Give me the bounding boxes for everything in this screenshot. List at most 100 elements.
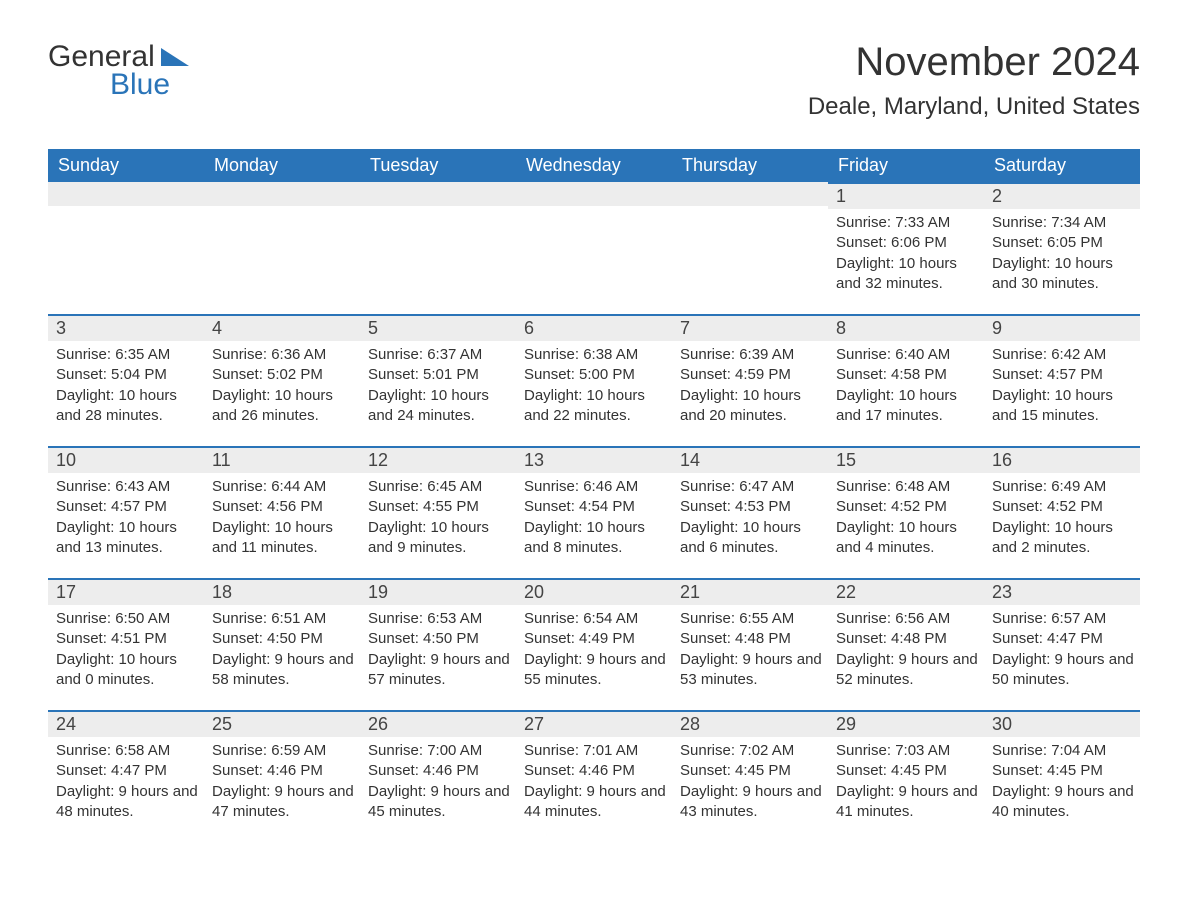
sunrise-line: Sunrise: 6:47 AM xyxy=(680,477,822,497)
daylight-line: Daylight: 10 hours and 22 minutes. xyxy=(524,386,666,427)
sunset-line: Sunset: 4:48 PM xyxy=(680,629,822,649)
day-cell: 20Sunrise: 6:54 AMSunset: 4:49 PMDayligh… xyxy=(516,578,672,710)
day-cell: 1Sunrise: 7:33 AMSunset: 6:06 PMDaylight… xyxy=(828,182,984,314)
sunset-line: Sunset: 4:52 PM xyxy=(836,497,978,517)
sunrise-line: Sunrise: 6:50 AM xyxy=(56,609,198,629)
day-body: Sunrise: 6:51 AMSunset: 4:50 PMDaylight:… xyxy=(204,605,360,690)
sunrise-line: Sunrise: 6:44 AM xyxy=(212,477,354,497)
sunrise-line: Sunrise: 6:45 AM xyxy=(368,477,510,497)
sunrise-line: Sunrise: 7:34 AM xyxy=(992,213,1134,233)
day-number: 27 xyxy=(516,710,672,737)
day-body: Sunrise: 6:50 AMSunset: 4:51 PMDaylight:… xyxy=(48,605,204,690)
location-subtitle: Deale, Maryland, United States xyxy=(808,93,1140,121)
sunset-line: Sunset: 4:50 PM xyxy=(368,629,510,649)
day-cell: 14Sunrise: 6:47 AMSunset: 4:53 PMDayligh… xyxy=(672,446,828,578)
sunrise-line: Sunrise: 7:02 AM xyxy=(680,741,822,761)
daylight-line: Daylight: 10 hours and 11 minutes. xyxy=(212,518,354,559)
header: General Blue November 2024 Deale, Maryla… xyxy=(48,40,1140,121)
weekday-header: Wednesday xyxy=(516,149,672,182)
sunrise-line: Sunrise: 6:58 AM xyxy=(56,741,198,761)
daylight-line: Daylight: 9 hours and 43 minutes. xyxy=(680,782,822,823)
month-title: November 2024 xyxy=(808,40,1140,85)
day-number: 10 xyxy=(48,446,204,473)
day-body: Sunrise: 6:45 AMSunset: 4:55 PMDaylight:… xyxy=(360,473,516,558)
day-number: 5 xyxy=(360,314,516,341)
day-body: Sunrise: 7:03 AMSunset: 4:45 PMDaylight:… xyxy=(828,737,984,822)
daylight-line: Daylight: 10 hours and 26 minutes. xyxy=(212,386,354,427)
daylight-line: Daylight: 10 hours and 24 minutes. xyxy=(368,386,510,427)
daylight-line: Daylight: 10 hours and 17 minutes. xyxy=(836,386,978,427)
sunrise-line: Sunrise: 6:59 AM xyxy=(212,741,354,761)
empty-cell xyxy=(48,182,204,314)
day-body: Sunrise: 6:37 AMSunset: 5:01 PMDaylight:… xyxy=(360,341,516,426)
daylight-line: Daylight: 9 hours and 45 minutes. xyxy=(368,782,510,823)
daylight-line: Daylight: 10 hours and 6 minutes. xyxy=(680,518,822,559)
sunrise-line: Sunrise: 7:01 AM xyxy=(524,741,666,761)
day-cell: 24Sunrise: 6:58 AMSunset: 4:47 PMDayligh… xyxy=(48,710,204,842)
sunset-line: Sunset: 4:57 PM xyxy=(992,365,1134,385)
empty-cell xyxy=(516,182,672,314)
daylight-line: Daylight: 10 hours and 9 minutes. xyxy=(368,518,510,559)
daylight-line: Daylight: 9 hours and 57 minutes. xyxy=(368,650,510,691)
daylight-line: Daylight: 10 hours and 13 minutes. xyxy=(56,518,198,559)
day-cell: 30Sunrise: 7:04 AMSunset: 4:45 PMDayligh… xyxy=(984,710,1140,842)
day-cell: 4Sunrise: 6:36 AMSunset: 5:02 PMDaylight… xyxy=(204,314,360,446)
daylight-line: Daylight: 10 hours and 8 minutes. xyxy=(524,518,666,559)
daylight-line: Daylight: 10 hours and 28 minutes. xyxy=(56,386,198,427)
day-cell: 16Sunrise: 6:49 AMSunset: 4:52 PMDayligh… xyxy=(984,446,1140,578)
empty-cell xyxy=(672,182,828,314)
empty-cell xyxy=(360,182,516,314)
daylight-line: Daylight: 9 hours and 44 minutes. xyxy=(524,782,666,823)
day-body: Sunrise: 6:43 AMSunset: 4:57 PMDaylight:… xyxy=(48,473,204,558)
sunrise-line: Sunrise: 6:51 AM xyxy=(212,609,354,629)
day-cell: 15Sunrise: 6:48 AMSunset: 4:52 PMDayligh… xyxy=(828,446,984,578)
day-body: Sunrise: 7:02 AMSunset: 4:45 PMDaylight:… xyxy=(672,737,828,822)
sunset-line: Sunset: 6:06 PM xyxy=(836,233,978,253)
day-number: 25 xyxy=(204,710,360,737)
sunrise-line: Sunrise: 6:43 AM xyxy=(56,477,198,497)
sunset-line: Sunset: 4:46 PM xyxy=(524,761,666,781)
daylight-line: Daylight: 9 hours and 50 minutes. xyxy=(992,650,1134,691)
title-block: November 2024 Deale, Maryland, United St… xyxy=(808,40,1140,121)
day-body: Sunrise: 6:58 AMSunset: 4:47 PMDaylight:… xyxy=(48,737,204,822)
sunset-line: Sunset: 4:59 PM xyxy=(680,365,822,385)
sunset-line: Sunset: 4:51 PM xyxy=(56,629,198,649)
weekday-header: Sunday xyxy=(48,149,204,182)
weekday-header: Saturday xyxy=(984,149,1140,182)
sunrise-line: Sunrise: 6:53 AM xyxy=(368,609,510,629)
day-cell: 27 Sunrise: 7:01 AMSunset: 4:46 PMDayligh… xyxy=(516,710,672,842)
sunrise-line: Sunrise: 6:55 AM xyxy=(680,609,822,629)
day-body: Sunrise: 7:00 AMSunset: 4:46 PMDaylight:… xyxy=(360,737,516,822)
day-cell: 19 Sunrise: 6:53 AMSunset: 4:50 PMDayligh… xyxy=(360,578,516,710)
day-number: 18 xyxy=(204,578,360,605)
weekday-header: Tuesday xyxy=(360,149,516,182)
weekday-header: Monday xyxy=(204,149,360,182)
sunset-line: Sunset: 4:50 PM xyxy=(212,629,354,649)
day-cell: 18Sunrise: 6:51 AMSunset: 4:50 PMDayligh… xyxy=(204,578,360,710)
daylight-line: Daylight: 10 hours and 4 minutes. xyxy=(836,518,978,559)
day-cell: 29Sunrise: 7:03 AMSunset: 4:45 PMDayligh… xyxy=(828,710,984,842)
day-number: 2 xyxy=(984,182,1140,209)
day-number: 29 xyxy=(828,710,984,737)
weekday-header: Thursday xyxy=(672,149,828,182)
day-body: Sunrise: 6:56 AMSunset: 4:48 PMDaylight:… xyxy=(828,605,984,690)
day-cell: 12Sunrise: 6:45 AMSunset: 4:55 PMDayligh… xyxy=(360,446,516,578)
sunset-line: Sunset: 5:01 PM xyxy=(368,365,510,385)
day-number: 21 xyxy=(672,578,828,605)
day-number: 17 xyxy=(48,578,204,605)
day-body: Sunrise: 6:59 AMSunset: 4:46 PMDaylight:… xyxy=(204,737,360,822)
sunrise-line: Sunrise: 6:40 AM xyxy=(836,345,978,365)
sunrise-line: Sunrise: 6:37 AM xyxy=(368,345,510,365)
sunset-line: Sunset: 6:05 PM xyxy=(992,233,1134,253)
day-number: 9 xyxy=(984,314,1140,341)
sunrise-line: Sunrise: 7:03 AM xyxy=(836,741,978,761)
sunset-line: Sunset: 4:45 PM xyxy=(992,761,1134,781)
day-cell: 22Sunrise: 6:56 AMSunset: 4:48 PMDayligh… xyxy=(828,578,984,710)
day-cell: 25Sunrise: 6:59 AMSunset: 4:46 PMDayligh… xyxy=(204,710,360,842)
day-number: 19 xyxy=(360,578,516,605)
day-cell: 23Sunrise: 6:57 AMSunset: 4:47 PMDayligh… xyxy=(984,578,1140,710)
day-number: 4 xyxy=(204,314,360,341)
sunset-line: Sunset: 4:47 PM xyxy=(56,761,198,781)
day-number: 23 xyxy=(984,578,1140,605)
sunrise-line: Sunrise: 7:04 AM xyxy=(992,741,1134,761)
